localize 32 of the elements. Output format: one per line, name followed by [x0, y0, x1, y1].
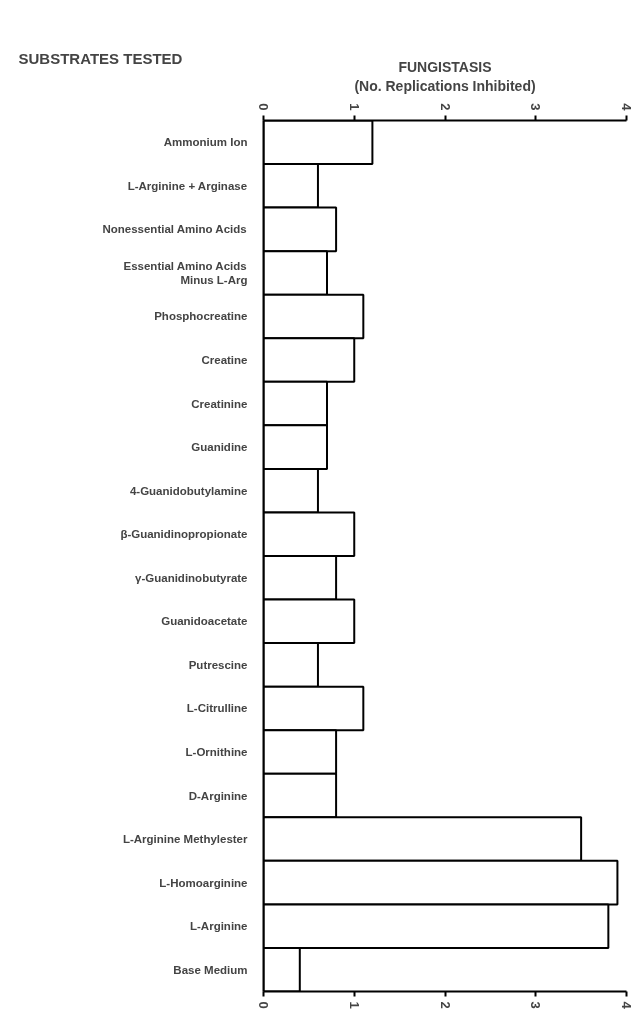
y-tick-label: Guanidoacetate — [161, 615, 248, 628]
x-tick-label: 2 — [437, 1001, 453, 1009]
x2-tick-label: 1 — [346, 103, 362, 111]
y-tick-label: D-Arginine — [188, 789, 248, 802]
x2-tick-label: 2 — [437, 103, 453, 111]
y-tick-label: Ammonium Ion — [163, 136, 248, 149]
y-tick-label: L-Homoarginine — [159, 876, 248, 889]
x-tick-label: 3 — [528, 1001, 544, 1009]
x2-tick-label: 3 — [528, 103, 544, 111]
x-tick-label: 0 — [256, 1001, 271, 1009]
y-tick-label: Putrescine — [188, 658, 248, 671]
y-tick-label: L-Arginine + Arginase — [127, 179, 248, 192]
y-tick-label: Essential Amino Acids Minus L-Arg — [123, 259, 248, 287]
y-tick-label: Nonessential Amino Acids — [102, 223, 247, 236]
x2-tick-label: 0 — [256, 103, 271, 111]
y-tick-label: β-Guanidinopropionate — [120, 528, 248, 541]
y-tick-label: Creatine — [201, 354, 248, 367]
y-tick-label: Guanidine — [191, 441, 248, 454]
y-tick-label: Base Medium — [173, 963, 248, 976]
y-tick-label: Phosphocreatine — [154, 310, 248, 323]
y-tick-label: L-Arginine — [190, 920, 248, 933]
y-tick-label: γ-Guanidinobutyrate — [135, 571, 248, 584]
y-axis-title: SUBSTRATES TESTED — [18, 49, 183, 67]
x2-tick-label: 4 — [619, 103, 634, 112]
y-tick-label: L-Citrulline — [186, 702, 248, 715]
x-tick-label: 4 — [619, 1001, 634, 1010]
y-tick-label: Creatinine — [191, 397, 248, 410]
x-tick-label: 1 — [346, 1001, 362, 1009]
y-tick-label: 4-Guanidobutylamine — [129, 484, 248, 497]
y-tick-label: L-Arginine Methylester — [122, 833, 249, 846]
y-tick-label: L-Ornithine — [185, 745, 248, 758]
x2-axis-title: FUNGISTASIS (No. Replications Inhibited) — [354, 59, 536, 95]
